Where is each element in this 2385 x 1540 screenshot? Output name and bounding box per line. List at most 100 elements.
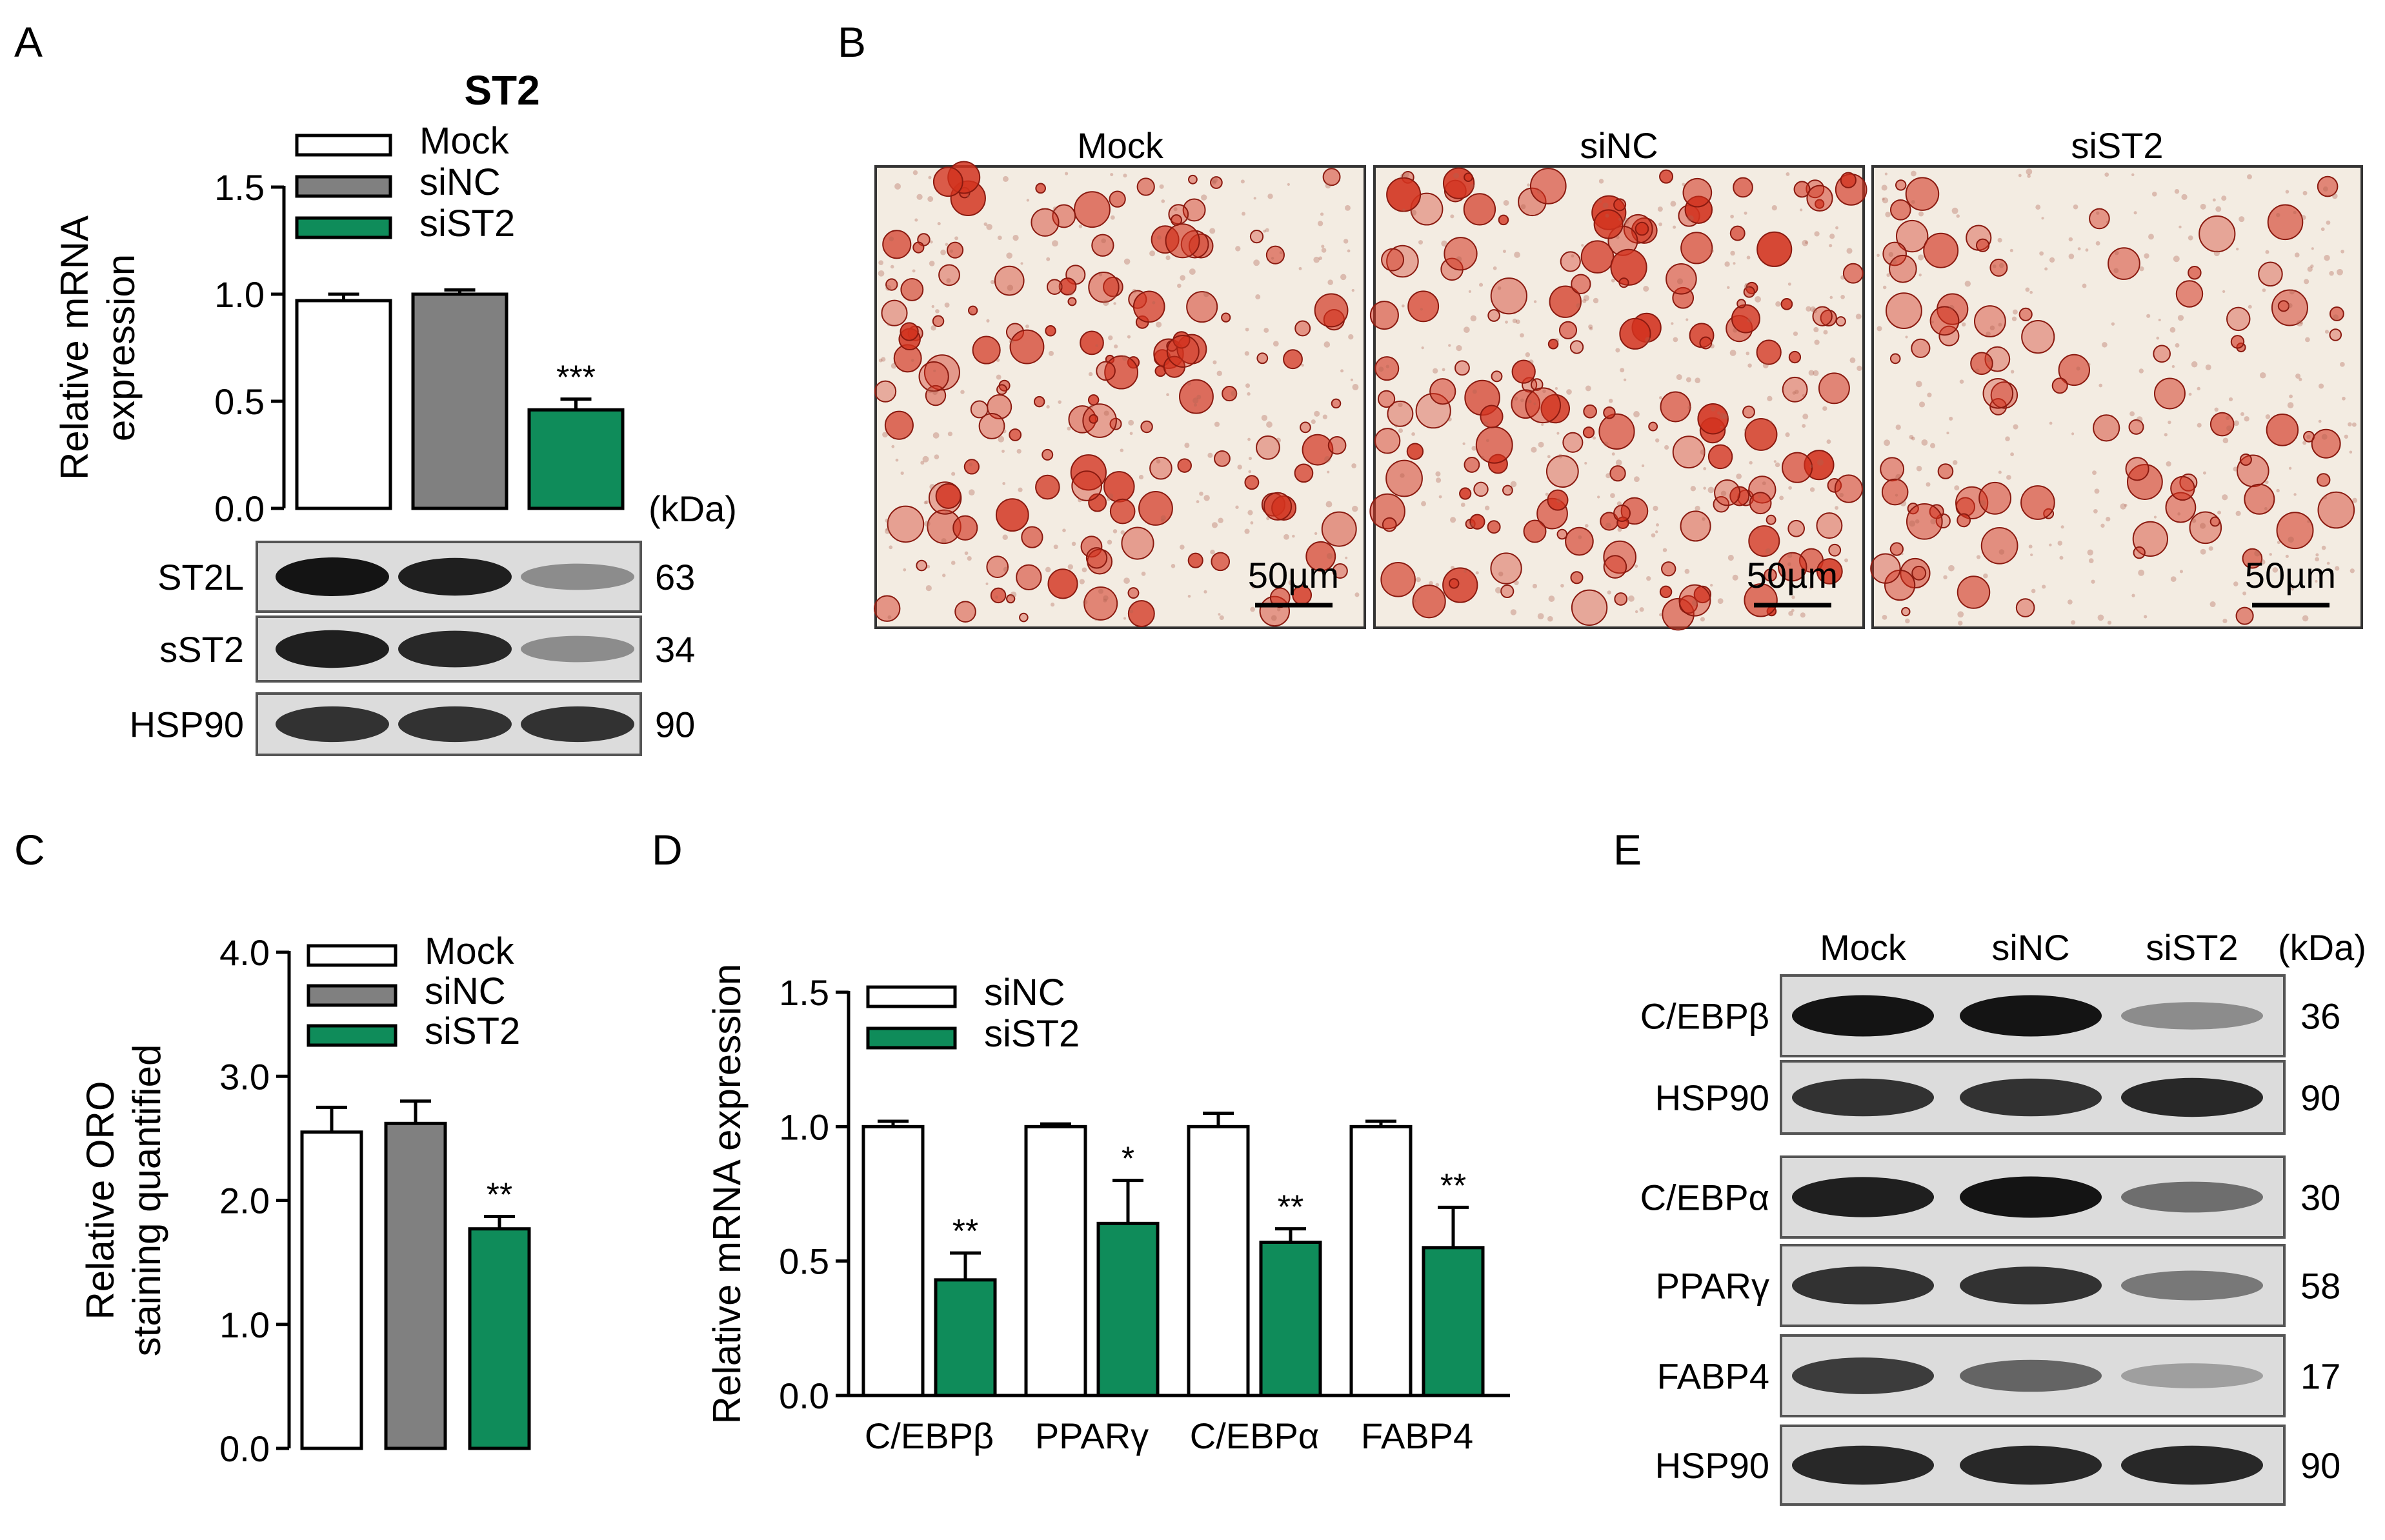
background-speck bbox=[1623, 378, 1627, 381]
chart-a-title: ST2 bbox=[464, 67, 539, 114]
background-speck bbox=[2335, 566, 2340, 571]
background-speck bbox=[1250, 521, 1254, 525]
y-tick-label: 1.0 bbox=[214, 274, 265, 315]
background-speck bbox=[1792, 391, 1796, 395]
background-speck bbox=[1354, 592, 1360, 597]
background-speck bbox=[1829, 295, 1833, 299]
background-speck bbox=[1618, 217, 1622, 221]
background-speck bbox=[1767, 395, 1773, 402]
background-speck bbox=[1101, 238, 1107, 244]
blot-kda: 34 bbox=[655, 629, 695, 670]
lipid-droplet bbox=[2189, 511, 2222, 545]
background-speck bbox=[927, 196, 934, 202]
background-speck bbox=[2265, 414, 2271, 419]
lipid-droplet bbox=[2235, 606, 2254, 625]
legend-swatch bbox=[307, 1024, 398, 1047]
background-speck bbox=[2299, 377, 2302, 381]
background-speck bbox=[1166, 393, 1169, 397]
background-speck bbox=[1120, 530, 1125, 535]
background-speck bbox=[2321, 434, 2328, 440]
background-speck bbox=[1152, 301, 1156, 305]
y-tick-label: 3.0 bbox=[219, 1056, 270, 1097]
background-speck bbox=[1779, 495, 1784, 501]
background-speck bbox=[2221, 195, 2227, 201]
lipid-droplet bbox=[1580, 240, 1615, 274]
lipid-droplet bbox=[963, 459, 980, 475]
bar bbox=[295, 299, 392, 510]
lipid-droplet bbox=[2188, 265, 2202, 280]
background-speck bbox=[1247, 437, 1251, 441]
background-speck bbox=[1161, 199, 1165, 203]
lipid-droplet bbox=[2258, 261, 2283, 287]
background-speck bbox=[1026, 199, 1030, 202]
background-speck bbox=[1657, 206, 1663, 212]
background-speck bbox=[1787, 282, 1791, 286]
lipid-droplet bbox=[2018, 307, 2033, 321]
lipid-droplet bbox=[1386, 245, 1419, 278]
background-speck bbox=[2031, 588, 2036, 594]
background-speck bbox=[1470, 184, 1475, 189]
background-speck bbox=[1123, 174, 1127, 178]
background-speck bbox=[1450, 214, 1454, 219]
panel-label-e: E bbox=[1613, 826, 1642, 874]
lipid-droplet bbox=[990, 587, 1007, 604]
lipid-droplet bbox=[1082, 403, 1117, 438]
lipid-droplet bbox=[1973, 305, 2006, 337]
background-speck bbox=[2091, 579, 2095, 584]
lipid-droplet bbox=[1511, 359, 1536, 384]
background-speck bbox=[1560, 584, 1564, 588]
background-speck bbox=[1757, 527, 1760, 531]
lipid-droplet bbox=[2271, 289, 2308, 326]
background-speck bbox=[2030, 553, 2033, 557]
background-speck bbox=[1447, 417, 1452, 422]
lipid-droplet bbox=[884, 410, 914, 440]
background-speck bbox=[1605, 473, 1611, 479]
background-speck bbox=[1067, 426, 1071, 431]
bar bbox=[300, 1130, 363, 1450]
background-speck bbox=[1078, 225, 1083, 228]
lipid-droplet bbox=[2128, 419, 2144, 435]
lipid-droplet bbox=[1140, 420, 1153, 434]
background-speck bbox=[1930, 443, 1936, 448]
background-speck bbox=[1398, 428, 1404, 434]
lipid-droplet bbox=[1582, 426, 1595, 439]
background-speck bbox=[1327, 279, 1333, 285]
background-speck bbox=[1658, 222, 1662, 226]
background-speck bbox=[1747, 363, 1752, 368]
lipid-droplet bbox=[1978, 481, 2012, 515]
background-speck bbox=[1611, 452, 1615, 456]
lipid-droplet bbox=[1729, 225, 1746, 241]
background-speck bbox=[1432, 368, 1438, 374]
background-speck bbox=[2188, 235, 2193, 241]
background-speck bbox=[2304, 279, 2310, 285]
lipid-droplet bbox=[1613, 198, 1627, 212]
background-speck bbox=[937, 222, 941, 226]
blot-band bbox=[1960, 1176, 2102, 1218]
lipid-droplet bbox=[1382, 517, 1397, 532]
background-speck bbox=[1385, 365, 1389, 368]
background-speck bbox=[1201, 194, 1207, 201]
background-speck bbox=[2171, 365, 2175, 368]
background-speck bbox=[1276, 607, 1281, 612]
background-speck bbox=[2179, 225, 2182, 229]
background-speck bbox=[2289, 289, 2295, 295]
blot-kda: 90 bbox=[655, 705, 695, 745]
lipid-droplet bbox=[1021, 526, 1043, 548]
legend-swatch bbox=[866, 1026, 957, 1050]
lipid-droplet bbox=[1870, 553, 1901, 584]
blot-row-label: C/EBPα bbox=[1640, 1177, 1769, 1218]
blot-kda: 90 bbox=[2300, 1445, 2340, 1486]
lipid-droplet bbox=[1911, 565, 1927, 581]
y-axis-label-line: staining quantified bbox=[125, 1045, 168, 1357]
background-speck bbox=[1664, 445, 1669, 450]
background-speck bbox=[1531, 446, 1537, 453]
background-speck bbox=[2212, 198, 2216, 202]
lipid-droplet bbox=[1665, 263, 1697, 295]
background-speck bbox=[1240, 179, 1245, 184]
background-speck bbox=[1094, 617, 1098, 621]
lipid-droplet bbox=[1901, 606, 1911, 617]
background-speck bbox=[2138, 569, 2145, 576]
background-speck bbox=[1498, 571, 1504, 577]
background-speck bbox=[912, 170, 918, 175]
lipid-droplet bbox=[1294, 463, 1314, 483]
